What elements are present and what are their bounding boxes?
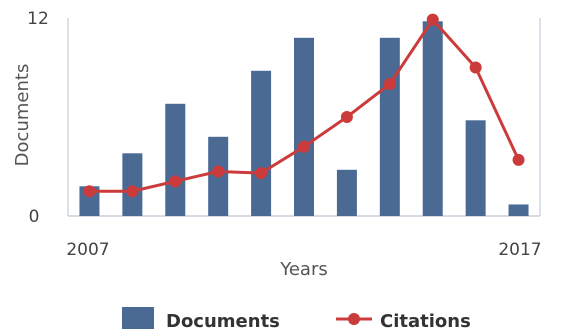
documents-bar-2008[interactable] (122, 153, 143, 216)
documents-bar-2009[interactable] (165, 103, 186, 216)
legend-citations-label[interactable]: Citations (380, 311, 471, 332)
x-tick-label-last: 2017 (498, 240, 541, 260)
x-axis-title: Years (279, 259, 328, 280)
citations-point-2008[interactable] (126, 185, 139, 198)
documents-bar-2017[interactable] (508, 204, 529, 216)
y-tick-label-max: 12 (27, 9, 49, 29)
documents-bar-2011[interactable] (251, 70, 272, 216)
legend-documents-swatch[interactable] (122, 307, 154, 329)
documents-bars (79, 21, 529, 216)
citations-line-series (83, 13, 525, 198)
y-axis-title: Documents (12, 64, 33, 167)
x-tick-label-first: 2007 (66, 240, 109, 260)
citations-point-2010[interactable] (212, 165, 225, 178)
citations-point-2009[interactable] (169, 175, 182, 188)
documents-bar-2012[interactable] (294, 37, 314, 216)
citations-point-2013[interactable] (340, 111, 353, 123)
citations-point-2007[interactable] (83, 185, 96, 198)
y-tick-label-min: 0 (29, 207, 40, 227)
documents-bar-2015[interactable] (422, 21, 443, 216)
legend-citations-marker-icon[interactable] (348, 313, 360, 325)
citations-point-2015[interactable] (426, 13, 439, 26)
citations-point-2011[interactable] (255, 167, 268, 180)
citations-point-2012[interactable] (298, 140, 310, 153)
documents-bar-2013[interactable] (336, 169, 357, 216)
citations-point-2017[interactable] (512, 153, 525, 166)
documents-bar-2016[interactable] (465, 120, 486, 216)
legend-documents-label[interactable]: Documents (166, 311, 280, 332)
citations-point-2014[interactable] (383, 78, 396, 90)
citations-point-2016[interactable] (469, 61, 482, 74)
documents-bar-2014[interactable] (379, 37, 400, 216)
legend: Documents Citations (122, 307, 471, 332)
